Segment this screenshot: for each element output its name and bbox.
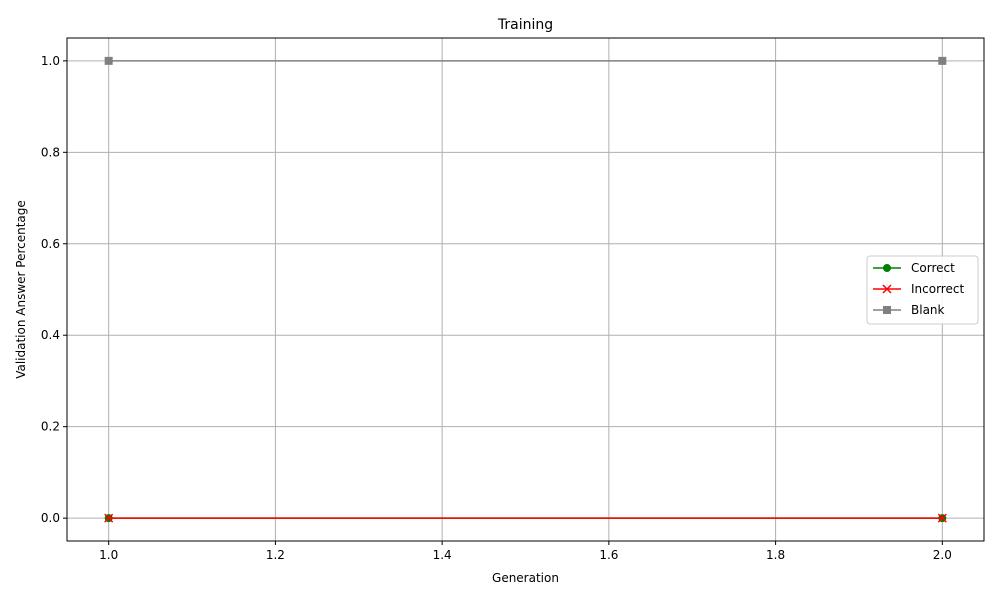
y-tick-label: 0.0	[41, 511, 60, 525]
plot-frame	[66, 37, 985, 542]
y-tick-label: 1.0	[41, 54, 60, 68]
y-tick-label: 0.6	[41, 237, 60, 251]
data-point-incorrect	[937, 513, 947, 523]
y-tick-label: 0.8	[41, 145, 60, 159]
legend-marker-blank	[883, 306, 891, 314]
chart-title: Training	[497, 17, 553, 33]
legend-marker-correct	[883, 264, 891, 272]
x-axis-label: Generation	[492, 571, 559, 585]
legend-label-blank: Blank	[911, 303, 945, 317]
y-axis: 0.0 0.2 0.4 0.6 0.8 1.0	[41, 54, 67, 525]
series-group	[104, 56, 947, 523]
data-point-blank	[938, 56, 947, 65]
data-point-incorrect	[104, 513, 114, 523]
x-tick-label: 1.6	[599, 548, 618, 562]
legend-label-correct: Correct	[911, 261, 955, 275]
x-tick-label: 1.0	[99, 548, 118, 562]
x-tick-label: 1.8	[766, 548, 785, 562]
y-axis-label: Validation Answer Percentage	[14, 200, 28, 379]
legend-label-incorrect: Incorrect	[911, 282, 964, 296]
x-tick-label: 1.2	[266, 548, 285, 562]
data-point-blank	[104, 56, 113, 65]
legend: Correct Incorrect Blank	[866, 255, 979, 325]
legend-box	[866, 255, 979, 325]
y-tick-label: 0.4	[41, 328, 60, 342]
x-tick-label: 2.0	[933, 548, 952, 562]
y-tick-label: 0.2	[41, 420, 60, 434]
legend-marker-incorrect	[882, 284, 892, 294]
x-axis: 1.0 1.2 1.4 1.6 1.8 2.0	[99, 541, 952, 562]
x-tick-label: 1.4	[433, 548, 452, 562]
